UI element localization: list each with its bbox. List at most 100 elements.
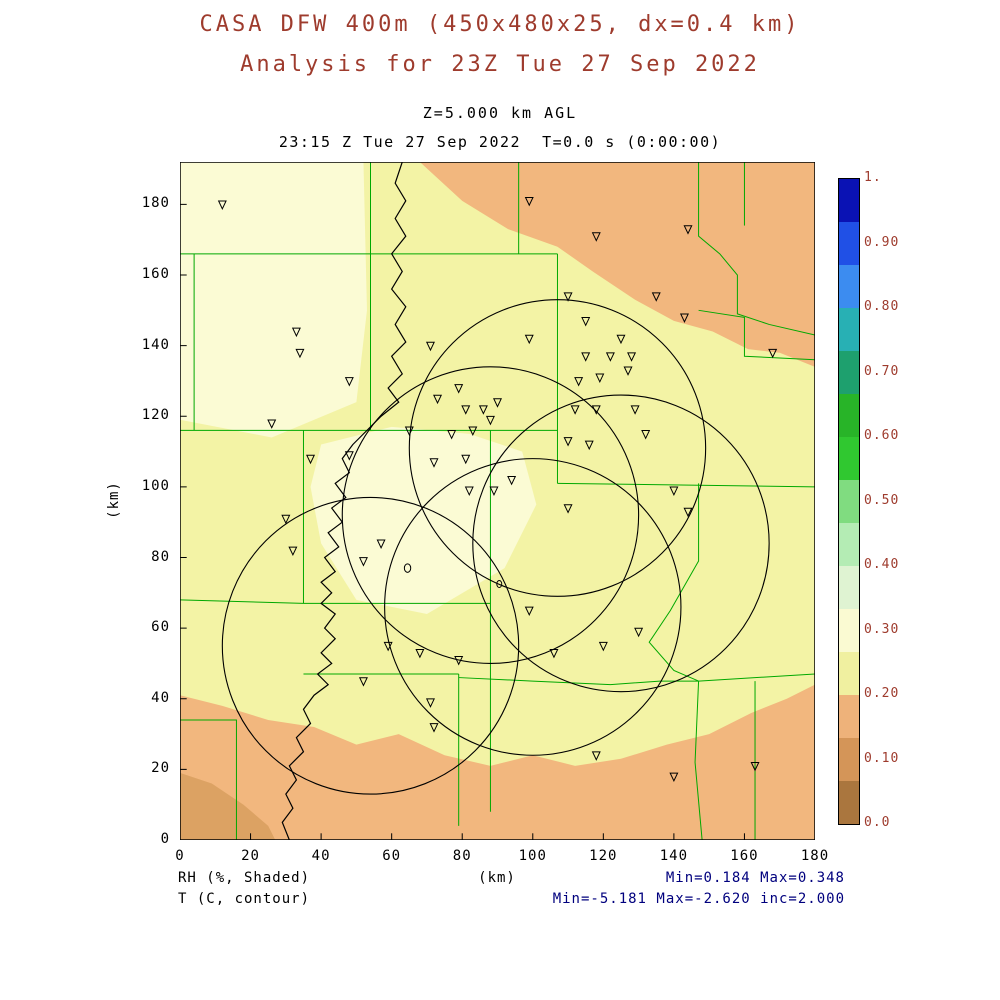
y-axis-label: (km) <box>106 481 122 519</box>
station-marker <box>600 642 607 650</box>
station-marker <box>448 431 455 439</box>
contour-field-label: T (C, contour) <box>178 891 311 907</box>
station-marker <box>582 318 589 326</box>
station-marker <box>596 374 603 382</box>
station-marker <box>769 349 776 357</box>
station-marker <box>430 459 437 467</box>
station-marker <box>434 395 441 403</box>
shaded-field-label: RH (%, Shaded) <box>178 870 311 886</box>
colorbar-tick-label: 0.50 <box>864 492 900 508</box>
station-marker <box>427 699 434 707</box>
colorbar-band <box>839 308 859 351</box>
county-boundary-line <box>699 162 815 335</box>
station-marker <box>526 197 533 205</box>
station-marker <box>550 649 557 657</box>
y-tick-label: 0 <box>160 831 170 847</box>
y-tick-label: 140 <box>141 336 170 353</box>
colorbar-tick-label: 0.80 <box>864 299 900 314</box>
shaded-region-cream-northwest <box>180 162 367 438</box>
station-marker <box>526 335 533 343</box>
station-marker <box>360 678 367 686</box>
x-tick-label: 140 <box>659 848 689 864</box>
x-tick-label: 120 <box>589 848 618 864</box>
radar-range-ring <box>385 459 681 756</box>
colorbar-tick-label: 0.30 <box>864 621 900 637</box>
contour-minmax-text: Min=-5.181 Max=-2.620 inc=2.000 <box>552 891 845 907</box>
county-boundary-line <box>695 681 702 840</box>
station-marker <box>582 353 589 361</box>
station-marker <box>617 335 624 343</box>
station-marker <box>268 420 275 428</box>
colorbar-tick-label: 0.40 <box>864 557 900 572</box>
station-marker <box>684 226 691 234</box>
county-boundary-line <box>699 674 815 681</box>
station-marker <box>469 427 476 435</box>
colorbar-band <box>839 566 859 609</box>
station-marker <box>430 724 437 732</box>
colorbar-band <box>839 265 859 308</box>
station-marker <box>494 399 501 407</box>
station-marker <box>487 416 494 424</box>
colorbar-band <box>839 480 859 523</box>
station-marker <box>360 558 367 566</box>
y-tick-label: 60 <box>151 619 170 636</box>
station-marker <box>684 508 691 516</box>
shaded-region-orange-south <box>180 684 815 840</box>
shaded-minmax-text: Min=0.184 Max=0.348 <box>665 870 845 886</box>
colorbar-band <box>839 523 859 566</box>
x-tick-label: 180 <box>800 848 830 864</box>
colorbar-band <box>839 394 859 437</box>
colorbar-tick-label: 0.20 <box>864 686 900 701</box>
closed-contour <box>497 580 502 587</box>
map-plot <box>180 162 815 840</box>
station-marker <box>681 314 688 322</box>
station-marker <box>593 233 600 241</box>
station-marker <box>346 452 353 460</box>
temperature-contour-line <box>282 162 405 840</box>
station-marker <box>635 628 642 636</box>
x-tick-label: 80 <box>452 848 472 864</box>
colorbar-tick-label: 0.60 <box>864 428 900 443</box>
station-marker <box>282 515 289 523</box>
x-tick-label: 160 <box>730 848 759 864</box>
station-marker <box>564 438 571 446</box>
station-marker <box>466 487 473 495</box>
station-marker <box>346 378 353 386</box>
colorbar-band <box>839 437 859 480</box>
station-marker <box>670 773 677 781</box>
station-marker <box>427 342 434 350</box>
station-marker <box>751 762 758 770</box>
station-marker <box>416 649 423 657</box>
station-marker <box>406 427 413 435</box>
figure-title: CASA DFW 400m (450x480x25, dx=0.4 km) <box>199 12 801 37</box>
station-marker <box>571 406 578 414</box>
county-boundary-line <box>459 678 699 685</box>
county-boundary-line <box>649 483 698 681</box>
colorbar-tick-label: 0.0 <box>864 815 891 830</box>
station-marker <box>564 505 571 513</box>
colorbar <box>838 178 860 825</box>
colorbar-tick-label: 0.70 <box>864 363 900 379</box>
county-boundary-line <box>557 483 815 487</box>
colorbar-band <box>839 781 859 824</box>
station-marker <box>296 349 303 357</box>
closed-contour <box>404 564 410 572</box>
y-tick-label: 100 <box>141 477 170 494</box>
station-marker <box>462 406 469 414</box>
station-marker <box>526 607 533 615</box>
county-boundary-line <box>699 310 815 359</box>
y-tick-label: 160 <box>141 266 170 282</box>
x-tick-label: 20 <box>241 848 260 864</box>
station-marker <box>508 476 515 484</box>
colorbar-tick-label: 0.90 <box>864 234 900 250</box>
colorbar-band <box>839 222 859 265</box>
y-tick-label: 180 <box>141 195 170 212</box>
station-marker <box>624 367 631 375</box>
colorbar-band <box>839 351 859 394</box>
station-marker <box>377 540 384 548</box>
shaded-region-tan-southwest <box>180 772 276 840</box>
colorbar-band <box>839 179 859 222</box>
station-marker <box>384 642 391 650</box>
x-tick-label: 0 <box>175 848 185 864</box>
station-marker <box>455 657 462 665</box>
